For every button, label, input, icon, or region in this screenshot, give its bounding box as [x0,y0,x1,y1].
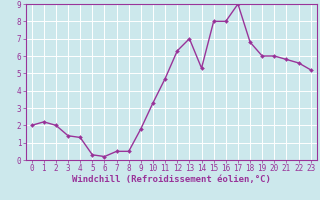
X-axis label: Windchill (Refroidissement éolien,°C): Windchill (Refroidissement éolien,°C) [72,175,271,184]
